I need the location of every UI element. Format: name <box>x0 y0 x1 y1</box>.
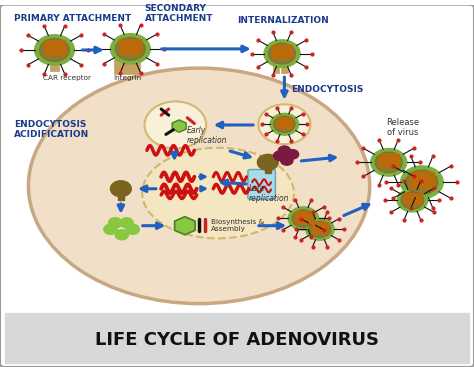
Bar <box>404 201 421 204</box>
Circle shape <box>145 101 206 149</box>
Ellipse shape <box>28 68 370 304</box>
Circle shape <box>306 218 334 240</box>
Circle shape <box>109 218 122 228</box>
Circle shape <box>286 150 299 159</box>
Circle shape <box>281 156 293 165</box>
Circle shape <box>258 104 310 144</box>
Circle shape <box>120 218 133 228</box>
Ellipse shape <box>142 148 294 239</box>
FancyBboxPatch shape <box>248 170 275 199</box>
Bar <box>118 189 124 200</box>
Text: ENDOCYTOSIS: ENDOCYTOSIS <box>292 86 364 94</box>
Circle shape <box>401 192 424 209</box>
Bar <box>277 121 292 124</box>
Bar <box>44 46 65 50</box>
Text: PRIMARY ATTACHMENT: PRIMARY ATTACHMENT <box>14 14 131 23</box>
Bar <box>281 58 288 73</box>
Bar <box>312 230 328 233</box>
Text: LIFE CYCLE OF ADENOVIRUS: LIFE CYCLE OF ADENOVIRUS <box>95 331 379 349</box>
Bar <box>410 172 434 177</box>
Text: Release
of virus: Release of virus <box>386 118 419 137</box>
Circle shape <box>264 40 300 68</box>
Circle shape <box>40 39 70 61</box>
Bar <box>379 163 399 167</box>
Circle shape <box>309 221 331 237</box>
Circle shape <box>116 37 146 60</box>
Text: Biosynthesis &
Assembly: Biosynthesis & Assembly <box>211 219 264 232</box>
Bar <box>312 226 328 229</box>
Bar <box>272 50 292 54</box>
Bar <box>123 50 131 73</box>
Circle shape <box>110 34 150 64</box>
Bar <box>119 50 141 54</box>
Circle shape <box>278 146 291 155</box>
Circle shape <box>115 230 128 240</box>
Text: Late
replication: Late replication <box>249 184 289 203</box>
Circle shape <box>257 154 278 170</box>
Bar <box>277 117 292 120</box>
Circle shape <box>35 35 74 65</box>
Circle shape <box>401 166 443 199</box>
FancyBboxPatch shape <box>0 5 474 367</box>
Bar <box>379 154 399 157</box>
Bar <box>44 40 65 45</box>
Text: CAR receptor: CAR receptor <box>43 75 91 81</box>
Bar <box>114 50 123 73</box>
Circle shape <box>292 210 315 227</box>
Circle shape <box>288 207 319 230</box>
Bar <box>119 45 141 49</box>
Bar <box>273 55 279 73</box>
Bar <box>50 51 59 70</box>
Circle shape <box>270 113 299 135</box>
Circle shape <box>397 189 428 212</box>
Bar <box>410 178 434 182</box>
Circle shape <box>406 170 438 195</box>
Bar <box>272 45 292 49</box>
Bar <box>5 313 469 363</box>
Bar <box>410 184 434 188</box>
Text: ENDOCYTOSIS
ACIDIFICATION: ENDOCYTOSIS ACIDIFICATION <box>14 120 90 139</box>
Circle shape <box>375 152 402 172</box>
Bar <box>272 55 292 58</box>
Text: Early
replication: Early replication <box>187 126 228 145</box>
Text: SECONDARY
ATTACHMENT: SECONDARY ATTACHMENT <box>145 4 213 23</box>
Circle shape <box>110 181 131 197</box>
Circle shape <box>371 149 407 176</box>
Circle shape <box>273 151 286 160</box>
Bar <box>312 222 328 225</box>
Bar <box>277 125 292 128</box>
Circle shape <box>273 116 295 132</box>
Circle shape <box>126 224 139 235</box>
Bar <box>119 39 141 44</box>
Bar <box>295 215 312 218</box>
Bar <box>295 211 312 214</box>
Text: INTERNALIZATION: INTERNALIZATION <box>237 16 329 25</box>
Bar <box>404 197 421 200</box>
Circle shape <box>268 43 296 64</box>
Bar <box>131 50 140 73</box>
Bar <box>404 193 421 196</box>
Bar <box>265 162 271 173</box>
Circle shape <box>104 224 117 235</box>
Bar <box>379 159 399 162</box>
Text: Integrin: Integrin <box>113 75 141 81</box>
Bar <box>44 51 65 55</box>
Bar <box>295 219 312 222</box>
